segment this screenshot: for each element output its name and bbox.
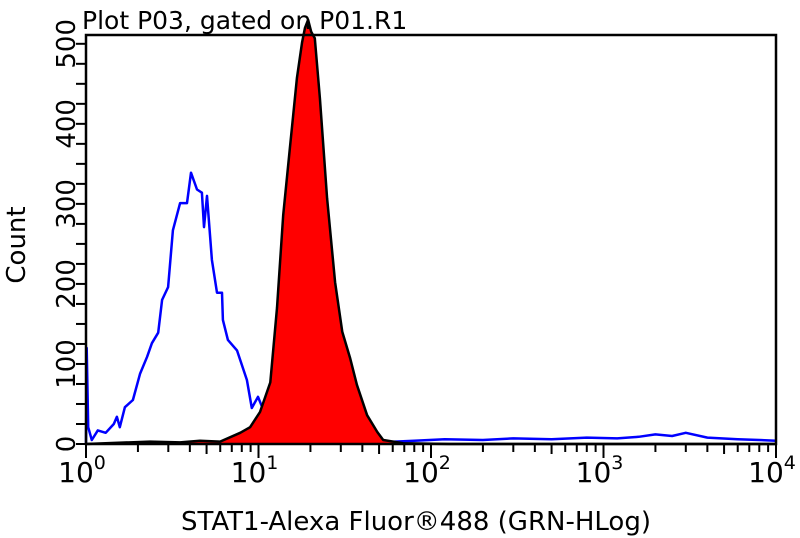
y-tick-label: 300 — [52, 179, 82, 229]
y-tick-label: 500 — [52, 19, 82, 69]
y-tick-label: 0 — [52, 436, 82, 453]
x-axis-label: STAT1-Alexa Fluor®488 (GRN-HLog) — [181, 507, 651, 537]
y-tick-label: 400 — [52, 99, 82, 149]
x-tick-label: 101 — [231, 452, 279, 489]
series-1-outline — [85, 18, 776, 446]
plot-frame — [84, 33, 778, 446]
x-tick-label: 102 — [403, 452, 451, 489]
x-tick-label: 104 — [748, 452, 796, 489]
y-tick-label: 100 — [52, 339, 82, 389]
series-layer — [84, 18, 777, 446]
y-tick-label: 200 — [52, 259, 82, 309]
series-1-fill — [86, 19, 776, 445]
series-0-line — [84, 171, 777, 445]
x-tick-label: 100 — [58, 452, 106, 489]
chart-title: Plot P03, gated on P01.R1 — [82, 6, 407, 35]
y-axis-label: Count — [2, 206, 32, 283]
x-tick-label: 103 — [576, 452, 624, 489]
